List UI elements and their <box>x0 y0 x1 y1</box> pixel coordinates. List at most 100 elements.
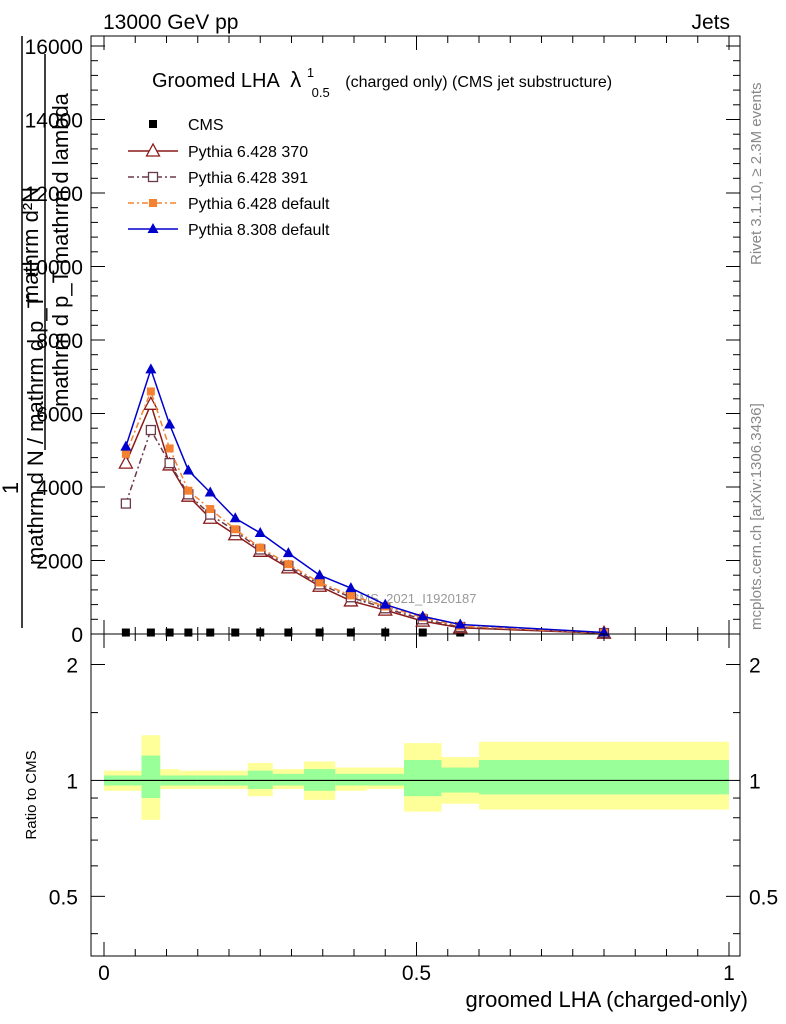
data-point <box>146 628 155 637</box>
ratio-plot-frame <box>90 633 741 957</box>
ratio-x-axis: 0 0.5 1 <box>98 634 735 985</box>
plot-title-sub: 0.5 <box>312 85 330 100</box>
legend: CMS Pythia 6.428 370 Pythia 6.428 391 Pythi… <box>128 117 330 239</box>
data-point <box>254 526 266 537</box>
data-point <box>284 560 293 569</box>
data-point <box>206 628 215 637</box>
ylabel-prefactor: 1 <box>0 482 23 494</box>
data-point <box>346 591 355 600</box>
legend-entry: Pythia 8.308 default <box>128 222 330 239</box>
main-y-tick-label: 12000 <box>25 183 83 206</box>
ratio-y-axis: 0.5 0.5 1 1 2 2 <box>49 654 778 935</box>
legend-marker <box>147 223 159 233</box>
data-point <box>256 543 265 552</box>
data-point <box>204 486 216 497</box>
legend-label: Pythia 6.428 391 <box>188 170 308 187</box>
legend-marker <box>149 199 157 207</box>
legend-entry: Pythia 6.428 370 <box>128 142 308 161</box>
main-y-tick-label: 2000 <box>36 551 83 574</box>
plot-title-sup: 1 <box>307 65 314 80</box>
data-point <box>231 628 240 637</box>
main-y-axis: 0 2000 4000 6000 8000 10000 12000 14000 16000 <box>25 36 740 647</box>
ratio-inner-band <box>335 773 367 786</box>
side-mcplots-label: mcplots.cern.ch [arXiv:1306.3436] <box>748 403 765 630</box>
data-point <box>315 628 324 637</box>
series-line <box>125 428 605 634</box>
data-point <box>418 628 427 637</box>
legend-label: Pythia 6.428 370 <box>188 144 308 161</box>
data-point <box>315 578 324 587</box>
data-point <box>206 505 215 514</box>
ratio-inner-band <box>272 773 304 786</box>
legend-label: Pythia 8.308 default <box>188 222 330 239</box>
data-point <box>182 464 194 475</box>
series-line <box>125 367 605 634</box>
data-point <box>145 363 157 374</box>
main-y-tick-label: 10000 <box>25 257 83 280</box>
data-point <box>417 610 429 621</box>
legend-label: Pythia 6.428 default <box>188 196 330 213</box>
x-axis-label: groomed LHA (charged-only) <box>466 987 748 1012</box>
data-point <box>184 486 193 495</box>
data-point <box>231 525 240 534</box>
legend-marker <box>149 120 157 128</box>
data-point <box>345 582 357 593</box>
main-y-tick-label: 14000 <box>25 110 83 133</box>
legend-label: CMS <box>188 117 224 134</box>
data-point <box>282 547 294 558</box>
x-tick-label: 0.5 <box>402 962 431 985</box>
data-point <box>120 440 132 451</box>
data-point <box>121 628 130 637</box>
data-point <box>120 498 132 509</box>
x-tick-label: 0 <box>98 962 110 985</box>
main-y-tick-label: 0 <box>71 624 83 647</box>
header-collision: 13000 GeV pp <box>103 11 238 34</box>
ratio-inner-band <box>366 773 404 786</box>
ratio-y-tick-label-right: 1 <box>749 770 761 793</box>
side-rivet-label: Rivet 3.1.10, ≥ 2.3M events <box>748 83 765 266</box>
ratio-y-tick-label: 1 <box>66 770 78 793</box>
main-y-tick-label: 8000 <box>36 330 83 353</box>
data-point <box>118 454 134 469</box>
main-y-tick-label: 4000 <box>36 477 83 500</box>
x-tick-label: 1 <box>723 962 735 985</box>
series-pythia-6-428-default <box>121 387 608 637</box>
data-point <box>145 424 157 436</box>
main-y-tick-label: 6000 <box>36 404 83 427</box>
plot-title-symbol: λ <box>290 67 301 92</box>
series-line <box>125 389 605 634</box>
data-point <box>165 628 174 637</box>
legend-entry: Pythia 6.428 default <box>128 196 330 213</box>
legend-entry: CMS <box>149 117 224 134</box>
ratio-ylabel: Ratio to CMS <box>23 750 40 839</box>
header-category: Jets <box>691 11 730 34</box>
ratio-inner-band <box>141 755 161 799</box>
ratio-y-tick-label: 2 <box>66 654 78 677</box>
ratio-y-tick-label-right: 2 <box>749 654 761 677</box>
data-point <box>165 444 174 453</box>
data-point <box>314 569 326 580</box>
ratio-y-tick-label-right: 0.5 <box>749 886 778 909</box>
data-point <box>284 628 293 637</box>
ratio-inner-band <box>479 759 729 795</box>
series-pythia-8-308-default <box>120 363 610 637</box>
plot-title: Groomed LHA λ 1 0.5 (charged only) (CMS … <box>152 60 612 102</box>
ratio-inner-band <box>404 759 442 797</box>
main-series-group <box>118 363 612 639</box>
data-point <box>164 418 176 429</box>
data-point <box>229 512 241 523</box>
ratio-y-tick-label: 0.5 <box>49 886 78 909</box>
data-point <box>379 598 391 609</box>
data-point <box>346 628 355 637</box>
data-point <box>164 457 175 469</box>
legend-marker <box>145 142 161 157</box>
data-point <box>184 628 193 637</box>
legend-entry: Pythia 6.428 391 <box>128 170 308 187</box>
main-y-tick-label: 16000 <box>25 36 83 59</box>
data-point <box>121 449 130 458</box>
data-point <box>146 387 155 396</box>
data-point <box>381 628 390 637</box>
data-point <box>454 618 466 629</box>
legend-marker <box>147 171 159 183</box>
